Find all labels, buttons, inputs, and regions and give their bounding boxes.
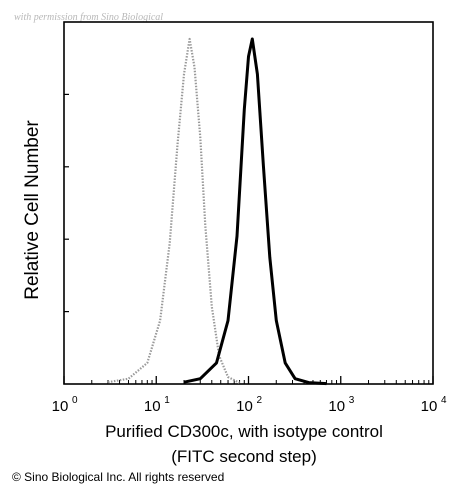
cd300c-series	[183, 37, 327, 386]
x-tick-exponent: 2	[257, 395, 263, 406]
isotype-control-series	[107, 37, 241, 384]
x-axis-label: Purified CD300c, with isotype control	[105, 422, 383, 441]
x-tick-exponent: 4	[441, 395, 447, 406]
x-tick-label: 10	[421, 398, 438, 415]
x-tick-exponent: 1	[164, 395, 170, 406]
series-layer	[107, 37, 327, 386]
y-axis-ticks	[64, 93, 69, 313]
plot-border	[63, 21, 434, 385]
x-axis-label-line2: (FITC second step)	[171, 447, 317, 466]
y-axis-label: Relative Cell Number	[22, 120, 43, 300]
x-tick-label: 10	[236, 398, 253, 415]
plot-frame	[63, 21, 434, 385]
watermark-text: with permission from Sino Biological	[14, 12, 163, 23]
copyright-text: © Sino Biological Inc. All rights reserv…	[12, 470, 224, 484]
x-tick-exponent: 0	[72, 395, 78, 406]
x-tick-label: 10	[144, 398, 161, 415]
x-tick-label: 10	[52, 398, 69, 415]
x-tick-label: 10	[328, 398, 345, 415]
x-axis-ticks: 10 0 10 1 10 2 10 3 10 4	[52, 376, 447, 415]
x-tick-exponent: 3	[349, 395, 355, 406]
